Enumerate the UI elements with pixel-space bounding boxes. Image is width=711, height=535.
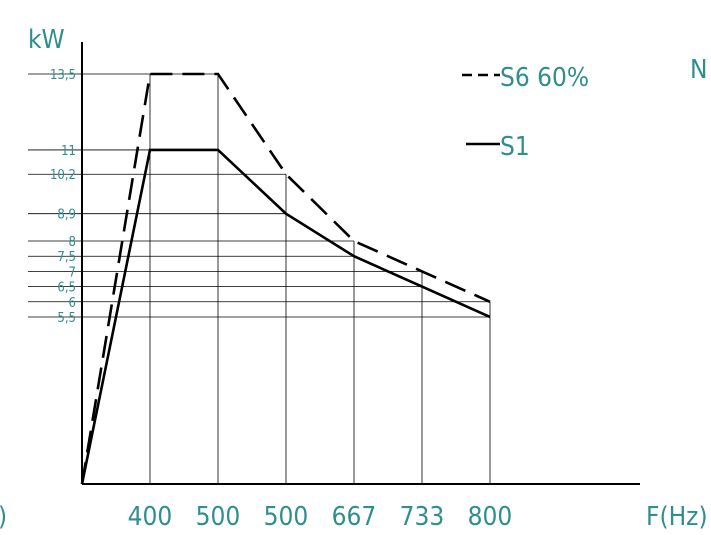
y-tick-label: 7: [69, 265, 76, 280]
series-line-s1: [80, 148, 491, 485]
x-axis-label: F(Hz): [646, 502, 708, 532]
legend-label-s6: S6 60%: [500, 63, 589, 93]
x-tick-label: 400: [128, 502, 173, 532]
y-tick-label: 10,2: [50, 168, 76, 183]
y-axis-label: kW: [28, 25, 65, 55]
x-tick-label: 800: [468, 502, 513, 532]
x-tick-label: 733: [400, 502, 445, 532]
corner-mark-left: ): [0, 502, 7, 532]
y-tick-label: 8: [69, 235, 76, 250]
y-tick-label: 6: [69, 296, 76, 311]
corner-mark-right: N: [690, 55, 708, 85]
axes: [81, 42, 640, 485]
x-tick-label: 500: [264, 502, 309, 532]
legend-label-s1: S1: [500, 132, 530, 162]
y-tick-label: 8,9: [57, 208, 76, 223]
x-tick-label: 667: [332, 502, 377, 532]
series-line-s6-60: [80, 72, 491, 485]
y-tick-label: 5,5: [57, 311, 76, 326]
x-tick-labels: 400 500 500 667 733 800: [128, 502, 513, 532]
series-lines: [80, 72, 491, 485]
y-tick-label: 7,5: [57, 250, 76, 265]
y-tick-labels: 13,5 11 10,2 8,9 87,576,565,5: [50, 68, 76, 326]
y-tick-label: 6,5: [57, 281, 76, 296]
x-tick-label: 500: [196, 502, 241, 532]
y-tick-label: 13,5: [50, 68, 76, 83]
y-tick-label: 11: [61, 144, 76, 159]
legend: S6 60% S1: [462, 63, 589, 162]
